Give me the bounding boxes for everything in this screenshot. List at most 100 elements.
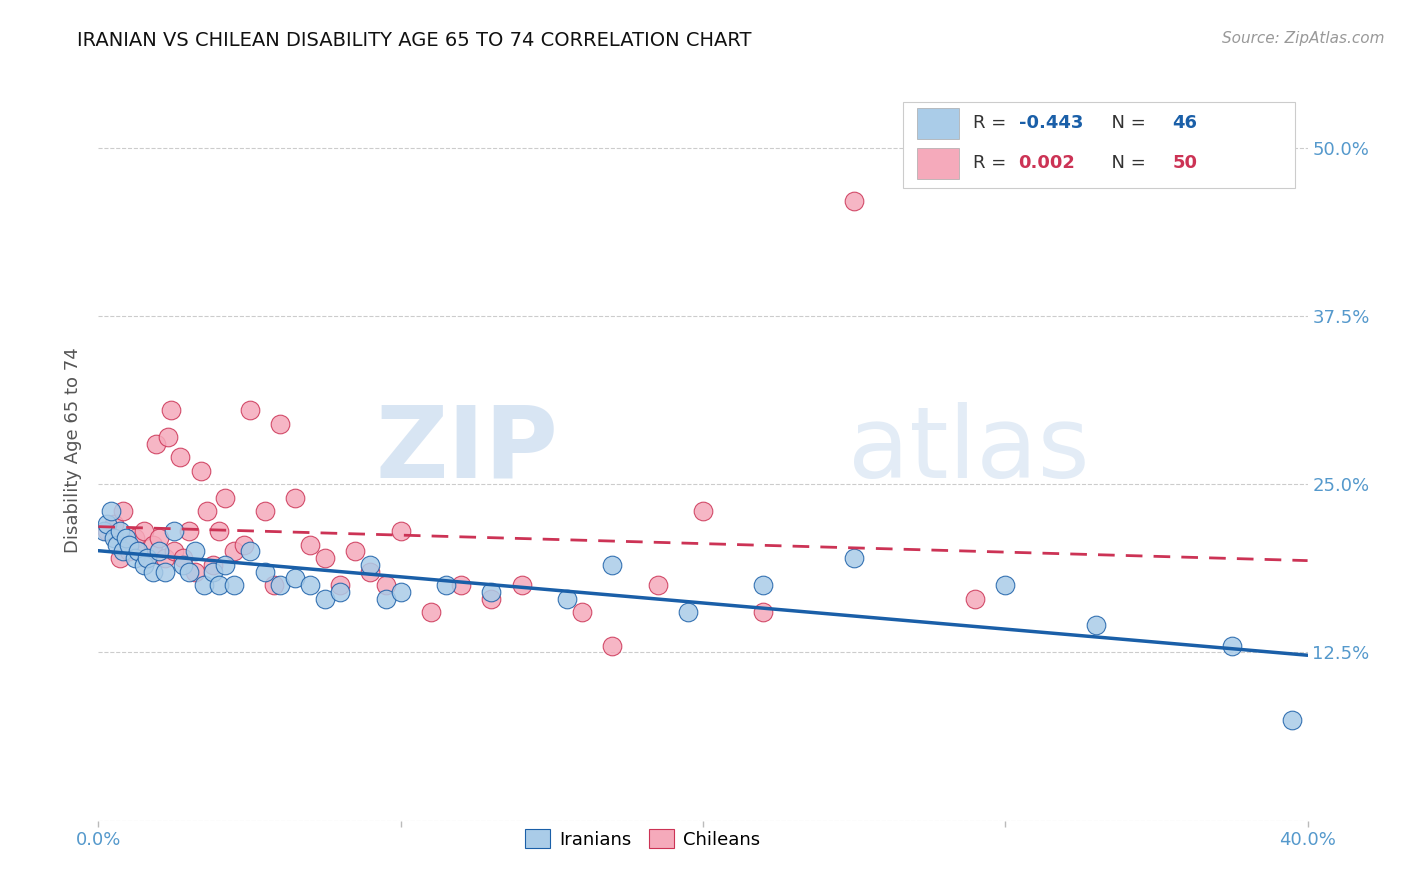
Point bbox=[965, 591, 987, 606]
Point bbox=[103, 517, 125, 532]
Point bbox=[284, 571, 307, 585]
Point bbox=[184, 565, 207, 579]
Point bbox=[145, 436, 167, 450]
Text: IRANIAN VS CHILEAN DISABILITY AGE 65 TO 74 CORRELATION CHART: IRANIAN VS CHILEAN DISABILITY AGE 65 TO … bbox=[77, 31, 752, 50]
Text: atlas: atlas bbox=[848, 402, 1090, 499]
Text: 50: 50 bbox=[1173, 154, 1197, 172]
Text: ZIP: ZIP bbox=[375, 402, 558, 499]
Point bbox=[135, 551, 157, 566]
Point bbox=[172, 558, 194, 572]
Point bbox=[374, 591, 396, 606]
Point bbox=[190, 464, 212, 478]
Point bbox=[124, 551, 146, 566]
Point bbox=[163, 544, 186, 558]
Point bbox=[263, 578, 285, 592]
Point bbox=[132, 524, 155, 539]
Point bbox=[208, 524, 231, 539]
Point bbox=[224, 578, 246, 592]
Point bbox=[329, 578, 352, 592]
Point bbox=[844, 551, 866, 566]
Point bbox=[420, 605, 443, 619]
Point bbox=[299, 578, 322, 592]
Point bbox=[389, 584, 412, 599]
Point bbox=[1281, 713, 1303, 727]
Point bbox=[111, 504, 134, 518]
Point bbox=[142, 538, 165, 552]
Point bbox=[179, 524, 201, 539]
Point bbox=[105, 538, 128, 552]
Point bbox=[434, 578, 457, 592]
Point bbox=[481, 591, 503, 606]
Point bbox=[148, 544, 170, 558]
Point bbox=[132, 558, 155, 572]
Text: R =: R = bbox=[973, 114, 1012, 132]
Point bbox=[647, 578, 669, 592]
Point bbox=[692, 504, 714, 518]
Text: -0.443: -0.443 bbox=[1018, 114, 1083, 132]
Point bbox=[96, 524, 118, 539]
Point bbox=[160, 403, 183, 417]
Point bbox=[232, 538, 254, 552]
Point bbox=[108, 551, 131, 566]
FancyBboxPatch shape bbox=[903, 103, 1295, 187]
Point bbox=[93, 524, 115, 539]
Point bbox=[602, 639, 624, 653]
Point bbox=[195, 504, 218, 518]
Point bbox=[127, 544, 149, 558]
Point bbox=[253, 504, 276, 518]
Point bbox=[208, 578, 231, 592]
Point bbox=[156, 430, 179, 444]
Point bbox=[314, 551, 336, 566]
Point bbox=[103, 531, 125, 545]
Point bbox=[314, 591, 336, 606]
Point bbox=[510, 578, 533, 592]
Point bbox=[118, 544, 141, 558]
Point bbox=[118, 538, 141, 552]
Point bbox=[555, 591, 578, 606]
Point bbox=[994, 578, 1017, 592]
Point bbox=[676, 605, 699, 619]
Point bbox=[360, 565, 382, 579]
Point bbox=[253, 565, 276, 579]
Point bbox=[269, 578, 291, 592]
Point bbox=[214, 558, 236, 572]
Point bbox=[269, 417, 291, 431]
Point bbox=[127, 544, 149, 558]
Text: N =: N = bbox=[1099, 154, 1152, 172]
Point bbox=[114, 531, 136, 545]
Point bbox=[135, 551, 157, 566]
Point bbox=[108, 524, 131, 539]
Point bbox=[153, 565, 176, 579]
Point bbox=[481, 584, 503, 599]
Point bbox=[329, 584, 352, 599]
Point bbox=[602, 558, 624, 572]
Point bbox=[202, 558, 225, 572]
FancyBboxPatch shape bbox=[917, 108, 959, 139]
Point bbox=[389, 524, 412, 539]
Point bbox=[374, 578, 396, 592]
Point bbox=[752, 605, 775, 619]
Point bbox=[148, 531, 170, 545]
Point bbox=[450, 578, 472, 592]
Point bbox=[193, 578, 215, 592]
Point bbox=[184, 544, 207, 558]
Point bbox=[239, 403, 262, 417]
Point bbox=[172, 551, 194, 566]
Point bbox=[111, 544, 134, 558]
Point bbox=[214, 491, 236, 505]
Point bbox=[96, 517, 118, 532]
Text: R =: R = bbox=[973, 154, 1018, 172]
Point bbox=[163, 524, 186, 539]
Point bbox=[239, 544, 262, 558]
Point bbox=[344, 544, 367, 558]
Point bbox=[202, 565, 225, 579]
Point bbox=[360, 558, 382, 572]
Point bbox=[153, 551, 176, 566]
Point bbox=[571, 605, 593, 619]
Point bbox=[100, 504, 122, 518]
Point bbox=[299, 538, 322, 552]
Point bbox=[124, 531, 146, 545]
Point bbox=[1085, 618, 1108, 632]
Text: N =: N = bbox=[1099, 114, 1152, 132]
Text: 0.002: 0.002 bbox=[1018, 154, 1076, 172]
